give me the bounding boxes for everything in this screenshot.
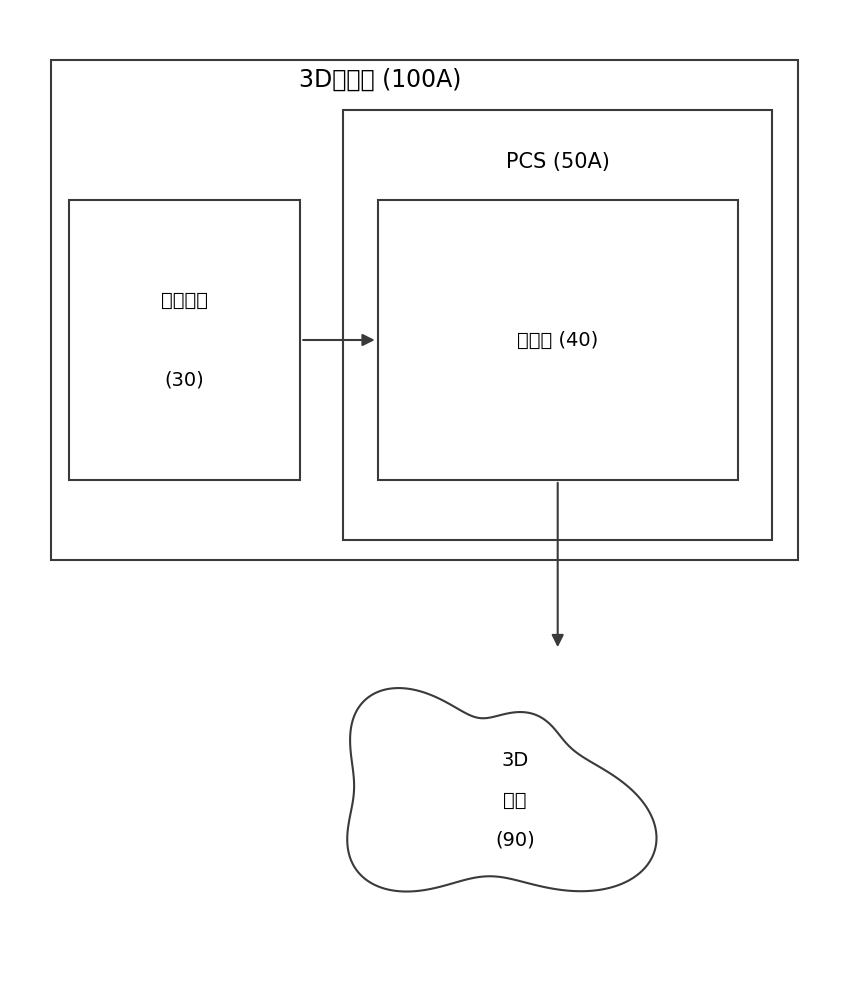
Text: 3D打印机 (100A): 3D打印机 (100A): [299, 68, 461, 92]
Text: (30): (30): [165, 370, 204, 389]
Bar: [51, 60, 798, 560]
Bar: [69, 200, 300, 480]
Bar: [343, 110, 772, 540]
Text: PCS (50A): PCS (50A): [505, 152, 610, 172]
Text: 密封控制: 密封控制: [161, 290, 208, 309]
Text: 物体: 物体: [503, 790, 527, 810]
Text: (90): (90): [495, 830, 535, 850]
Polygon shape: [347, 688, 656, 892]
Text: 进给器 (40): 进给器 (40): [517, 330, 598, 350]
Bar: [378, 200, 738, 480]
Text: 3D: 3D: [501, 750, 529, 770]
